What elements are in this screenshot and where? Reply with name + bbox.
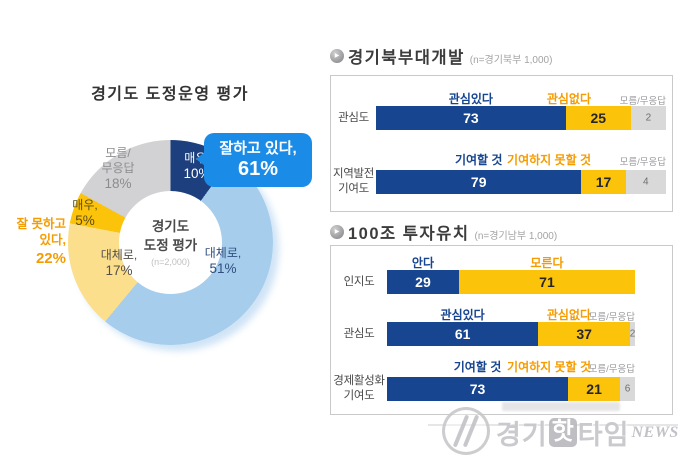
watermark-text: 경기 핫 타임 NEWS bbox=[496, 418, 679, 450]
bar-top-labels: 기여할 것 기여하지 못할 것 모름/무응답 bbox=[387, 357, 635, 375]
section-header-north: ▶ 경기북부대개발 (n=경기북부 1,000) bbox=[330, 44, 552, 68]
bar-label-dont-know: 모름/무응답 bbox=[588, 312, 635, 323]
bar-label-positive: 기여할 것 bbox=[454, 153, 503, 167]
bar-label-positive: 안다 bbox=[411, 256, 434, 270]
donut-label-mostly-negative: 대체로, 17% bbox=[100, 248, 138, 278]
watermark: 경기 핫 타임 NEWS bbox=[428, 394, 680, 464]
bar-rows: 관심있다 관심없다 모름/무응답 관심도 73 25 2 기여할 것 기여하지 못할 것 모름/무… bbox=[331, 89, 672, 197]
bar-label-negative: 모른다 bbox=[530, 256, 564, 270]
bar-segment-negative: 37 bbox=[538, 322, 631, 346]
callout-tail-icon bbox=[196, 152, 205, 166]
section-sample-size: (n=경기남부 1,000) bbox=[474, 230, 558, 242]
donut-label-dont-know: 모름/ 무응답 18% bbox=[101, 146, 135, 191]
bar-label-negative: 기여하지 못할 것 bbox=[507, 153, 591, 167]
bar-value-dont-know: 2 bbox=[645, 112, 652, 124]
negative-summary-label: 잘 못하고 있다, 22% bbox=[16, 217, 66, 267]
bar-top-labels: 관심있다 관심없다 모름/무응답 bbox=[387, 305, 635, 323]
stacked-bar: 29 71 bbox=[387, 270, 635, 294]
bar-label-positive: 관심있다 bbox=[448, 92, 493, 106]
bar-category-label: 관심도 bbox=[343, 327, 375, 340]
watermark-emblem-icon bbox=[442, 407, 490, 455]
bar-segment-positive: 73 bbox=[376, 106, 566, 130]
donut-center-label: 경기도 도정 평가 (n=2,000) bbox=[119, 191, 222, 294]
bar-category-label: 지역발전 기여도 bbox=[332, 168, 375, 195]
bar-segment-dont-know: 6 bbox=[620, 376, 635, 401]
stacked-bar: 61 37 2 bbox=[387, 322, 635, 346]
bar-value-negative: 37 bbox=[576, 326, 592, 342]
bar-segment-negative: 71 bbox=[458, 270, 635, 294]
bar-category-label: 경제활성화 기여도 bbox=[333, 375, 385, 402]
bar-value-negative: 25 bbox=[590, 110, 607, 126]
bar-value-dont-know: 2 bbox=[629, 328, 636, 340]
bar-line: 인지도 29 71 bbox=[331, 270, 672, 294]
bar-value-negative: 17 bbox=[595, 173, 612, 190]
bar-value-positive: 73 bbox=[463, 110, 479, 126]
bar-value-dont-know: 6 bbox=[624, 383, 631, 395]
bar-label-positive: 관심있다 bbox=[440, 308, 485, 322]
bar-label-negative: 관심없다 bbox=[546, 308, 591, 322]
stacked-bar: 73 25 2 bbox=[376, 106, 666, 130]
bar-label-negative: 관심없다 bbox=[546, 92, 591, 106]
bar-line: 경제활성화 기여도 73 21 6 bbox=[331, 374, 672, 404]
bar-value-dont-know: 4 bbox=[643, 176, 649, 188]
stacked-bar: 73 21 6 bbox=[387, 376, 635, 401]
positive-callout-bubble: 잘하고 있다, 61% bbox=[196, 133, 312, 187]
bar-label-negative: 기여하지 못할 것 bbox=[507, 360, 591, 374]
bar-line: 관심도 61 37 2 bbox=[331, 322, 672, 346]
bar-value-positive: 79 bbox=[470, 173, 487, 190]
bar-value-positive: 29 bbox=[415, 274, 431, 290]
bar-segment-positive: 79 bbox=[376, 169, 582, 194]
section-title: 100조 투자유치 bbox=[348, 225, 470, 243]
bar-segment-dont-know: 2 bbox=[630, 106, 666, 130]
bar-category-label: 관심도 bbox=[338, 111, 369, 124]
bar-label-positive: 기여할 것 bbox=[453, 360, 502, 374]
bar-label-dont-know: 모름/무응답 bbox=[619, 157, 666, 168]
stacked-bar: 79 17 4 bbox=[376, 169, 666, 194]
bar-segment-dont-know: 4 bbox=[625, 169, 666, 194]
page-title: 경기도 도정운영 평가 bbox=[91, 86, 249, 103]
donut-center-line2: 도정 평가 bbox=[143, 237, 198, 253]
bar-segment-positive: 73 bbox=[387, 376, 569, 401]
section-bullet-icon: ▶ bbox=[330, 225, 344, 239]
section-title: 경기북부대개발 bbox=[348, 49, 465, 67]
donut-sample-size: (n=2,000) bbox=[151, 256, 190, 267]
bar-value-positive: 61 bbox=[454, 326, 471, 342]
bar-top-labels: 관심있다 관심없다 모름/무응답 bbox=[376, 89, 666, 107]
bar-segment-positive: 61 bbox=[387, 322, 539, 346]
bar-value-negative: 71 bbox=[539, 274, 555, 290]
bar-label-dont-know: 모름/무응답 bbox=[588, 364, 635, 375]
section-header-investment: ▶ 100조 투자유치 (n=경기남부 1,000) bbox=[330, 220, 557, 244]
section-sample-size: (n=경기북부 1,000) bbox=[469, 54, 553, 66]
section-bullet-icon: ▶ bbox=[330, 49, 344, 63]
bar-top-labels: 기여할 것 기여하지 못할 것 모름/무응답 bbox=[376, 150, 666, 168]
bar-chart-panel-north: 관심있다 관심없다 모름/무응답 관심도 73 25 2 기여할 것 기여하지 못할 것 모름/무… bbox=[330, 75, 673, 212]
donut-center-line1: 경기도 bbox=[151, 219, 190, 235]
bar-line: 관심도 73 25 2 bbox=[331, 106, 672, 130]
bar-segment-negative: 17 bbox=[581, 169, 626, 194]
bar-segment-positive: 29 bbox=[387, 270, 459, 294]
bar-label-dont-know: 모름/무응답 bbox=[619, 96, 666, 107]
donut-label-mostly-positive: 대체로, 51% bbox=[204, 246, 242, 276]
bar-top-labels: 안다 모른다 bbox=[387, 253, 635, 270]
bar-category-label: 인지도 bbox=[343, 275, 375, 288]
bar-value-negative: 21 bbox=[586, 380, 602, 397]
bar-line: 지역발전 기여도 79 17 4 bbox=[331, 167, 672, 197]
bar-segment-negative: 25 bbox=[565, 106, 631, 130]
bar-value-positive: 73 bbox=[469, 380, 486, 397]
donut-label-very-negative: 매우, 5% bbox=[72, 198, 98, 228]
bar-segment-negative: 21 bbox=[568, 376, 621, 401]
watermark-tagline-blur bbox=[502, 402, 620, 411]
bar-segment-dont-know: 2 bbox=[630, 322, 635, 346]
